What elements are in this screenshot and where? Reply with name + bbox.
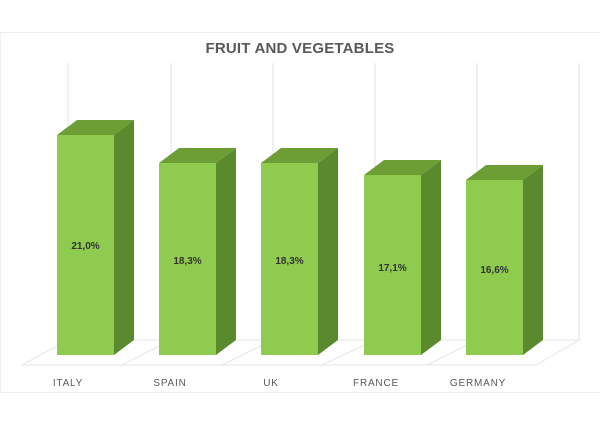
bar-value-label: 21,0% xyxy=(71,241,99,252)
bar-value-label: 16,6% xyxy=(480,265,508,276)
bar-value-label: 18,3% xyxy=(173,256,201,267)
bar-value-label: 18,3% xyxy=(275,256,303,267)
bar-side xyxy=(421,160,441,355)
category-label-france: FRANCE xyxy=(353,378,399,389)
bar-front xyxy=(364,175,421,355)
category-label-italy: ITALY xyxy=(53,378,83,389)
category-label-germany: GERMANY xyxy=(450,378,506,389)
bar-spain: 18,3% xyxy=(159,148,236,355)
bar-front xyxy=(261,163,318,355)
bar-front xyxy=(159,163,216,355)
category-label-spain: SPAIN xyxy=(153,378,186,389)
category-label-uk: UK xyxy=(263,378,279,389)
bar-front xyxy=(57,135,114,355)
bar-top xyxy=(466,165,543,180)
bar-side xyxy=(114,120,134,355)
bar-side xyxy=(318,148,338,355)
bar-value-label: 17,1% xyxy=(378,263,406,274)
bar-top xyxy=(159,148,236,163)
x-axis-labels: ITALY SPAIN UK FRANCE GERMANY xyxy=(53,378,506,389)
bar-germany: 16,6% xyxy=(466,165,543,355)
bar-top xyxy=(261,148,338,163)
chart-title: FRUIT AND VEGETABLES xyxy=(205,40,395,57)
bar-uk: 18,3% xyxy=(261,148,338,355)
bar-side xyxy=(216,148,236,355)
bar-side xyxy=(523,165,543,355)
bar-top xyxy=(364,160,441,175)
bar-italy: 21,0% xyxy=(57,120,134,355)
bar-top xyxy=(57,120,134,135)
bar-front xyxy=(466,180,523,355)
bar-france: 17,1% xyxy=(364,160,441,355)
